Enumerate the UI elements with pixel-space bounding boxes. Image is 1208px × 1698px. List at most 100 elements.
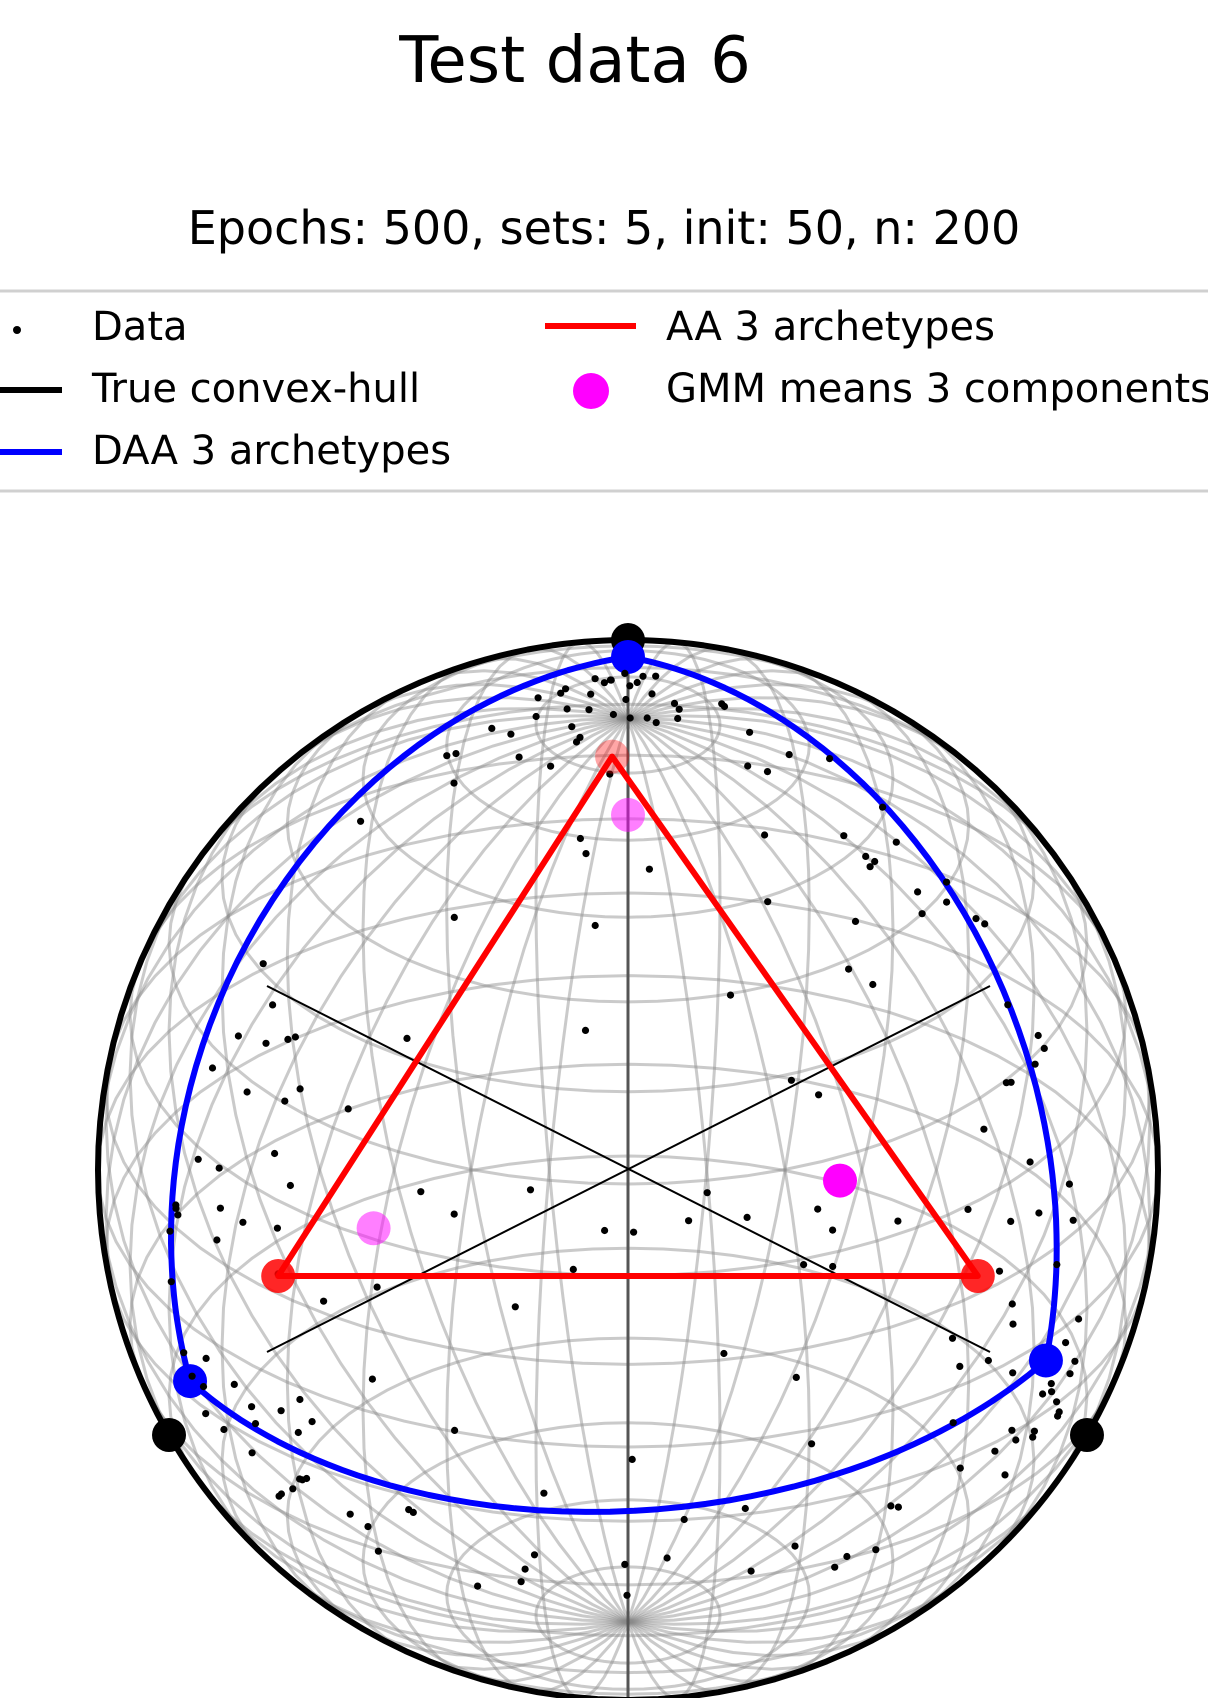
data-point [563,705,571,713]
data-point [791,1542,799,1550]
data-point [956,1464,964,1472]
data-point [530,1551,539,1559]
data-point [871,857,879,866]
data-point [964,1205,972,1213]
data-point [215,1164,223,1172]
hull-edge [627,637,1161,1437]
data-point [296,1395,304,1404]
data-point [199,1383,208,1391]
daa-archetype [1028,1343,1063,1378]
data-point [652,672,660,680]
aa-edge [275,753,981,1279]
data-point [511,1303,519,1311]
aa-archetype [595,739,630,774]
data-point [1007,1078,1015,1086]
data-point [581,1026,590,1034]
data-point [645,865,654,873]
data-point [981,920,989,928]
gmm-means [356,797,857,1246]
data-point [831,1563,839,1571]
data-point [1071,1357,1079,1365]
data-point [609,710,618,719]
data-point [180,1349,188,1357]
data-point [346,1510,354,1518]
data-point [374,1547,382,1555]
data-point [259,960,267,968]
latitude-line [445,1498,811,1691]
data-point [364,1523,372,1531]
data-point [194,1155,202,1163]
data-point [562,685,570,693]
data-point [450,779,458,787]
data-point [507,730,515,738]
data-point [220,1425,228,1434]
data-point [1053,1261,1061,1269]
data-point [670,699,679,708]
data-point [450,1210,458,1218]
data-point [630,1228,638,1236]
data-point [291,1033,299,1041]
data-point [281,1097,289,1105]
data-point [277,1490,285,1498]
aa-archetype [960,1259,995,1293]
data-point [344,1105,352,1113]
latitude-line [445,649,811,842]
gmm-mean [356,1211,391,1246]
data-point [1069,1216,1077,1224]
data-point [626,714,634,722]
data-point [980,1125,988,1133]
data-point [403,1034,411,1042]
data-point [582,850,590,858]
data-point [308,1418,316,1426]
data-point [726,991,735,999]
data-point [1039,1390,1047,1398]
data-point [172,1201,180,1209]
data-point [234,1032,242,1040]
data-point [289,1485,297,1493]
data-point [248,1449,256,1457]
data-point [972,915,980,923]
data-point [764,898,772,906]
data-point [643,714,651,722]
data-point [1047,1380,1055,1388]
data-point [991,1447,999,1455]
data-point [243,1088,251,1096]
data-point [1035,1209,1043,1217]
data-point [948,1334,957,1342]
data-point [943,898,951,906]
data-point [1009,1369,1017,1377]
data-point [761,831,769,839]
sphere-plot [95,623,1161,1698]
data-point [1034,1031,1042,1040]
daa-edge [188,1358,1048,1515]
data-point [1012,1436,1020,1444]
data-point [808,1440,816,1448]
data-point [1030,1427,1038,1435]
data-point [814,1205,822,1213]
data-point [368,1375,376,1383]
legend-gmm-marker [573,373,609,409]
data-point [585,706,593,714]
data-point [1008,1426,1016,1434]
data-point [622,695,630,704]
data-point [887,1502,895,1510]
data-point [866,863,874,871]
data-point [167,1278,175,1286]
data-point [174,1211,182,1219]
data-point [639,672,647,680]
data-point [829,1262,837,1271]
data-point [269,1001,277,1009]
data-point [273,1224,281,1232]
data-point [298,1476,306,1484]
data-point [995,1267,1004,1275]
data-point [547,762,555,770]
data-point [1065,1180,1073,1188]
data-point [568,723,576,731]
data-point [188,1372,196,1380]
data-point [515,753,523,761]
data-point [918,910,926,918]
data-point [202,1354,210,1362]
data-point [576,733,584,742]
data-point [1053,1398,1061,1406]
